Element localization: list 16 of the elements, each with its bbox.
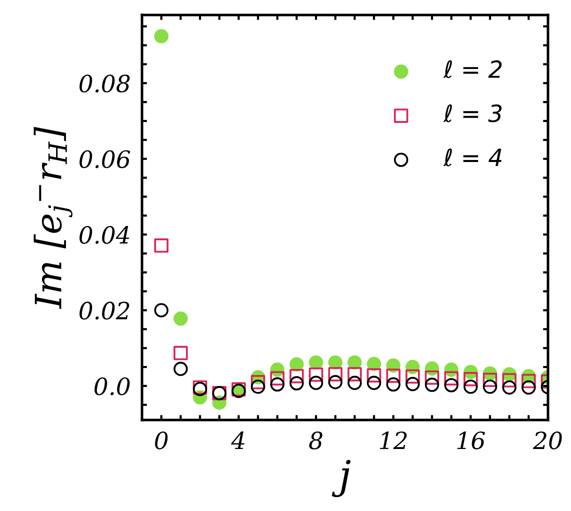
x-tick-label: 8 xyxy=(309,432,322,450)
legend-label: ℓ = 4 xyxy=(443,148,502,166)
y-tick-label: 0.04 xyxy=(80,226,130,244)
y-tick-label: 0.0 xyxy=(94,377,130,396)
x-tick-label: 0 xyxy=(155,432,168,450)
x-tick-label: 12 xyxy=(380,432,407,450)
y-tick-label: 0.08 xyxy=(80,74,130,92)
legend-label: ℓ = 3 xyxy=(443,104,502,122)
legend-label: ℓ = 2 xyxy=(443,60,502,78)
y-axis-title: Im [e$_{j}$$^{−}$r$_{H}$] xyxy=(34,126,72,310)
x-tick-label: 16 xyxy=(457,432,485,450)
y-tick-label: 0.02 xyxy=(80,302,130,320)
x-axis-title: j xyxy=(332,460,350,498)
x-tick-label: 20 xyxy=(532,432,562,450)
y-tick-label: 0.06 xyxy=(80,150,130,168)
x-tick-label: 4 xyxy=(231,432,244,450)
